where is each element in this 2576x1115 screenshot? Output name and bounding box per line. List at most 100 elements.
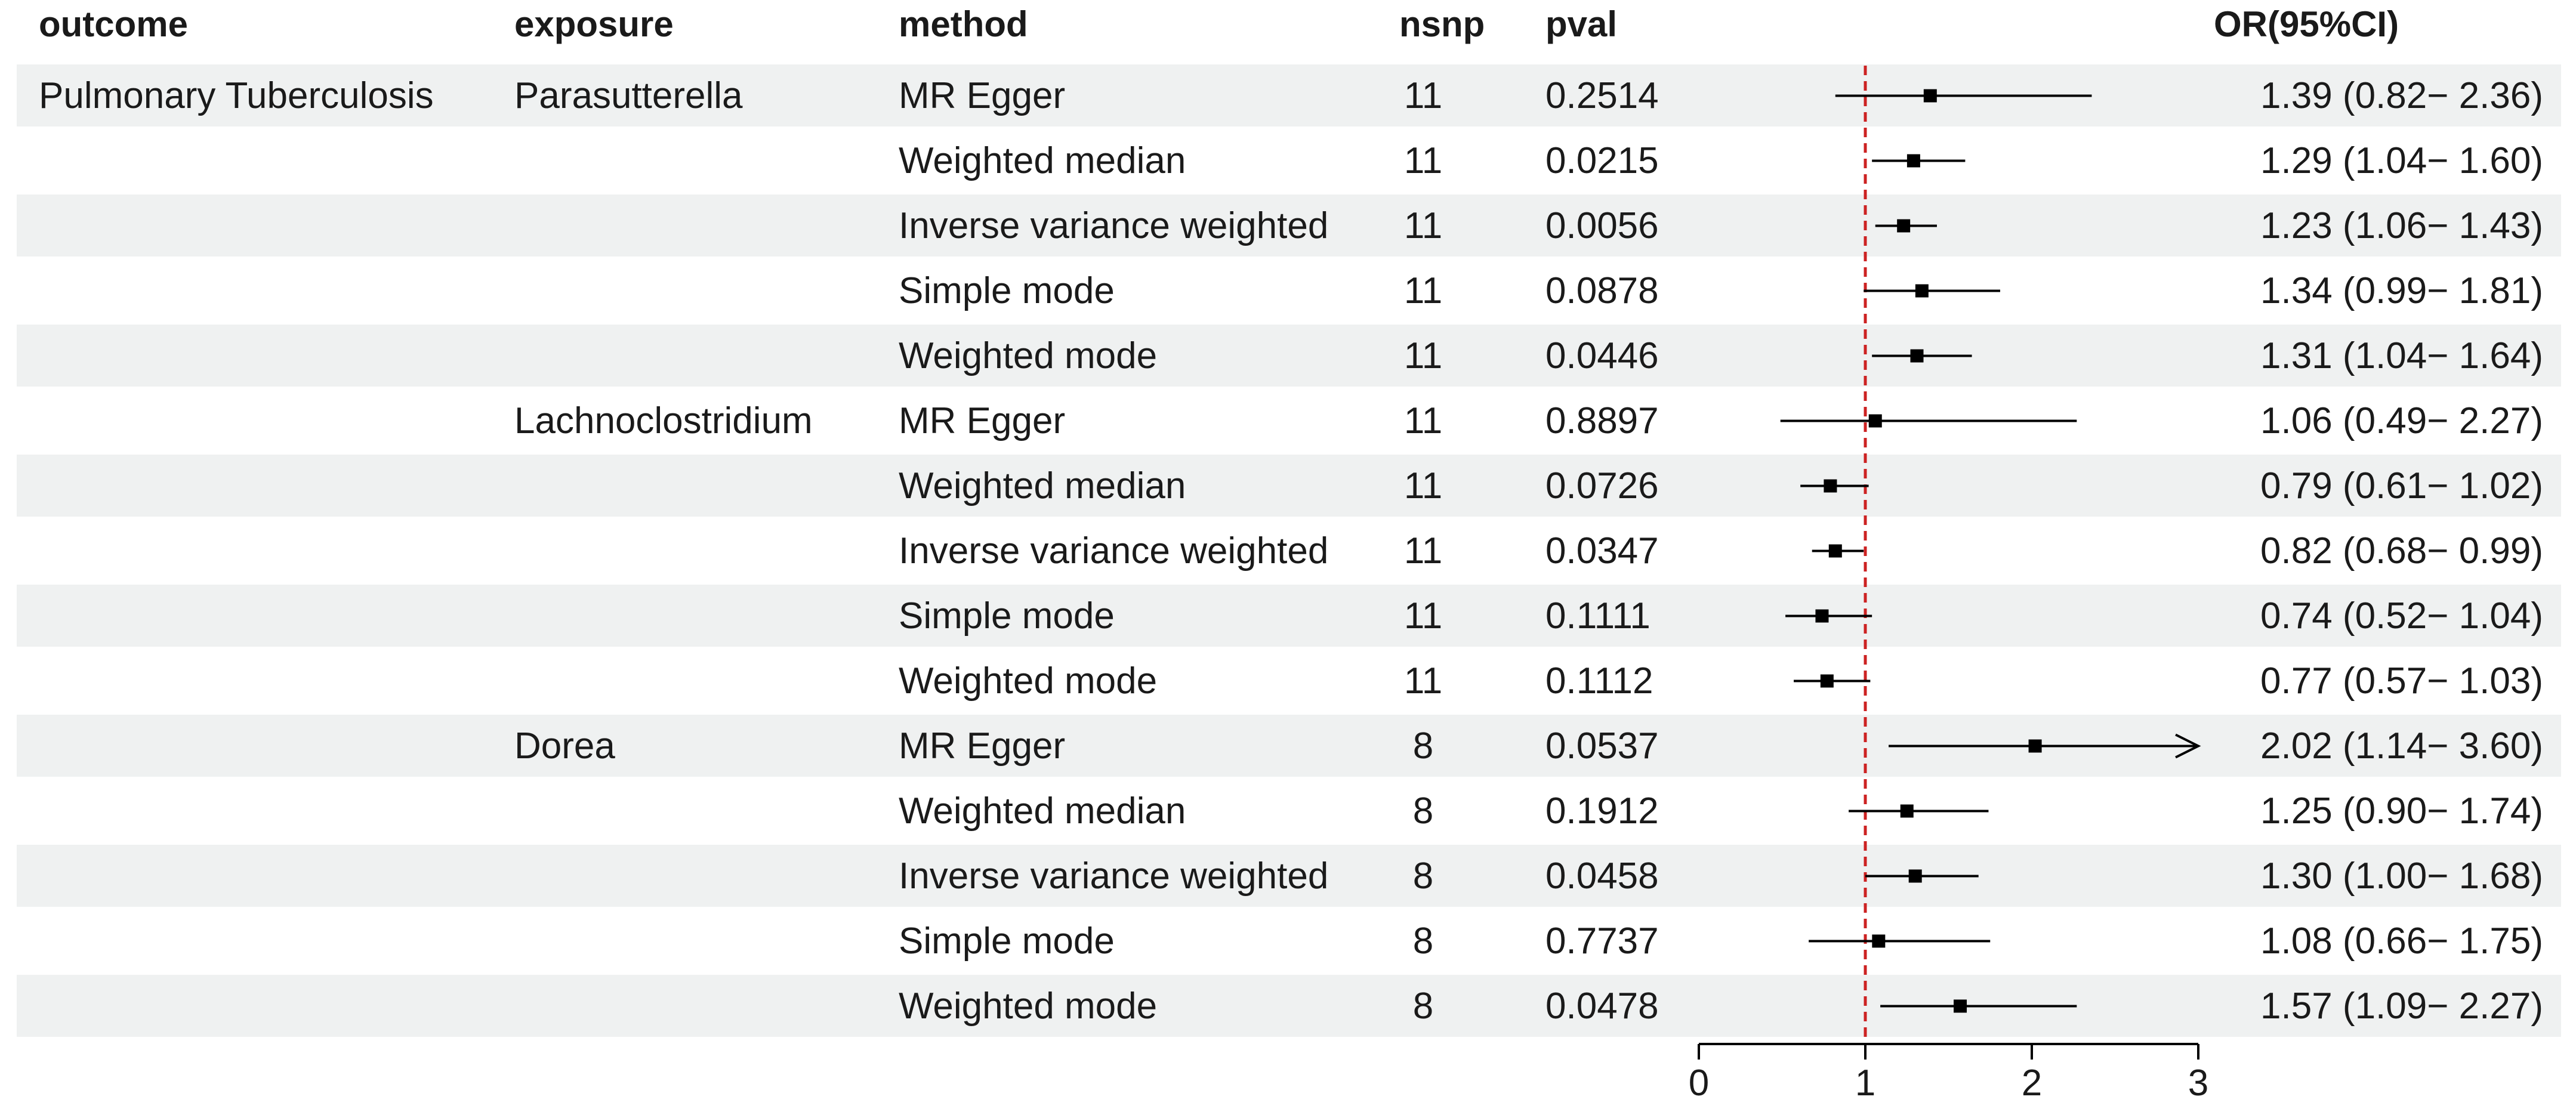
table-row: Pulmonary Tuberculosis Parasutterella MR E… (0, 63, 2576, 128)
method-cell: MR Egger (899, 400, 1066, 441)
point-estimate (1900, 804, 1914, 818)
x-tick-label: 0 (1689, 1063, 1709, 1104)
or-ci-cell: 0.82 (0.68− 0.99) (2260, 530, 2543, 572)
or-ci-cell: 1.30 (1.00− 1.68) (2260, 855, 2543, 897)
or-ci-cell: 1.57 (1.09− 2.27) (2260, 986, 2543, 1027)
method-cell: Inverse variance weighted (899, 855, 1329, 897)
pval-cell: 0.0878 (1545, 270, 1659, 311)
header-pval: pval (1545, 4, 1618, 44)
method-cell: Weighted median (899, 790, 1186, 832)
point-estimate (1828, 544, 1842, 558)
row-band (17, 845, 2561, 907)
point-estimate (1906, 154, 1920, 168)
outcome-cell: Pulmonary Tuberculosis (39, 75, 434, 116)
exposure-cell: Dorea (514, 725, 615, 767)
nsnp-cell: 11 (1403, 75, 1443, 116)
pval-cell: 0.0056 (1545, 205, 1659, 246)
pval-cell: 0.7737 (1545, 921, 1659, 962)
point-estimate (1910, 349, 1924, 363)
point-estimate (1915, 284, 1929, 298)
header-exposure: exposure (514, 4, 674, 44)
method-cell: Weighted mode (899, 660, 1158, 702)
or-ci-cell: 1.25 (0.90− 1.74) (2260, 790, 2543, 832)
or-ci-cell: 0.77 (0.57− 1.03) (2260, 660, 2543, 702)
ci-arrow (2175, 733, 2201, 759)
nsnp-cell: 8 (1412, 921, 1434, 962)
row-band (17, 194, 2561, 257)
exposure-cell: Parasutterella (514, 75, 743, 116)
exposure-cell: Lachnoclostridium (514, 400, 813, 441)
or-ci-cell: 1.29 (1.04− 1.60) (2260, 140, 2543, 181)
table-row: Weighted mode 11 0.1112 0.77 (0.57− 1.03) (0, 648, 2576, 714)
nsnp-cell: 8 (1412, 986, 1434, 1027)
pval-cell: 0.0458 (1545, 855, 1659, 897)
nsnp-cell: 8 (1412, 725, 1434, 767)
pval-cell: 0.1912 (1545, 790, 1659, 832)
point-estimate (1923, 89, 1937, 103)
point-estimate (1908, 869, 1922, 883)
row-band (17, 585, 2561, 647)
nsnp-cell: 11 (1403, 595, 1443, 637)
method-cell: Weighted mode (899, 335, 1158, 376)
method-cell: Weighted median (899, 140, 1186, 181)
nsnp-cell: 11 (1403, 205, 1443, 246)
row-band (17, 325, 2561, 387)
table-row: Weighted median 11 0.0726 0.79 (0.61− 1.02) (0, 453, 2576, 518)
nsnp-cell: 11 (1403, 270, 1443, 311)
pval-cell: 0.8897 (1545, 400, 1659, 441)
or-ci-cell: 1.23 (1.06− 1.43) (2260, 205, 2543, 246)
header-method: method (899, 4, 1028, 44)
method-cell: Weighted median (899, 465, 1186, 506)
point-estimate (1824, 479, 1837, 493)
point-estimate (1868, 414, 1882, 428)
method-cell: Inverse variance weighted (899, 205, 1329, 246)
pval-cell: 0.0726 (1545, 465, 1659, 506)
table-row: Weighted mode 8 0.0478 1.57 (1.09− 2.27) (0, 974, 2576, 1039)
method-cell: Weighted mode (899, 986, 1158, 1027)
pval-cell: 0.0478 (1545, 986, 1659, 1027)
point-estimate (2028, 739, 2042, 753)
table-row: Weighted median 11 0.0215 1.29 (1.04− 1.60) (0, 128, 2576, 193)
row-band (17, 975, 2561, 1037)
nsnp-cell: 11 (1403, 530, 1443, 572)
pval-cell: 0.1111 (1545, 595, 1651, 637)
method-cell: Simple mode (899, 270, 1115, 311)
pval-cell: 0.0537 (1545, 725, 1659, 767)
method-cell: Inverse variance weighted (899, 530, 1329, 572)
point-estimate (1815, 609, 1829, 623)
nsnp-cell: 11 (1403, 335, 1443, 376)
header-or-ci: OR(95%CI) (2214, 4, 2399, 44)
x-tick-label: 1 (1855, 1063, 1875, 1104)
row-band (17, 455, 2561, 517)
header-outcome: outcome (39, 4, 189, 44)
point-estimate (1897, 219, 1911, 233)
method-cell: Simple mode (899, 921, 1115, 962)
nsnp-cell: 11 (1403, 400, 1443, 441)
pval-cell: 0.0347 (1545, 530, 1659, 572)
table-row: Simple mode 11 0.1111 0.74 (0.52− 1.04) (0, 583, 2576, 648)
or-ci-cell: 1.31 (1.04− 1.64) (2260, 335, 2543, 376)
nsnp-cell: 8 (1412, 855, 1434, 897)
table-row: Inverse variance weighted 11 0.0347 0.82 (0… (0, 518, 2576, 583)
pval-cell: 0.0446 (1545, 335, 1659, 376)
or-ci-cell: 1.08 (0.66− 1.75) (2260, 921, 2543, 962)
or-ci-cell: 1.39 (0.82− 2.36) (2260, 75, 2543, 116)
pval-cell: 0.0215 (1545, 140, 1659, 181)
table-row: Inverse variance weighted 11 0.0056 1.23 (1… (0, 193, 2576, 258)
x-tick-label: 3 (2188, 1063, 2208, 1104)
table-row: Inverse variance weighted 8 0.0458 1.30 (1.… (0, 844, 2576, 909)
method-cell: Simple mode (899, 595, 1115, 637)
table-row: Lachnoclostridium MR Egger 11 0.8897 1.06 (0… (0, 388, 2576, 453)
x-tick-label: 2 (2022, 1063, 2042, 1104)
table-row: Simple mode 11 0.0878 1.34 (0.99− 1.81) (0, 258, 2576, 323)
or-ci-cell: 1.06 (0.49− 2.27) (2260, 400, 2543, 441)
nsnp-cell: 8 (1412, 790, 1434, 832)
point-estimate (1954, 999, 1967, 1013)
table-row: Weighted median 8 0.1912 1.25 (0.90− 1.74) (0, 779, 2576, 844)
nsnp-cell: 11 (1403, 140, 1443, 181)
nsnp-cell: 11 (1403, 660, 1443, 702)
nsnp-cell: 11 (1403, 465, 1443, 506)
table-row: Dorea MR Egger 8 0.0537 2.02 (1.14− 3.60) (0, 714, 2576, 779)
header-nsnp: nsnp (1399, 4, 1485, 44)
